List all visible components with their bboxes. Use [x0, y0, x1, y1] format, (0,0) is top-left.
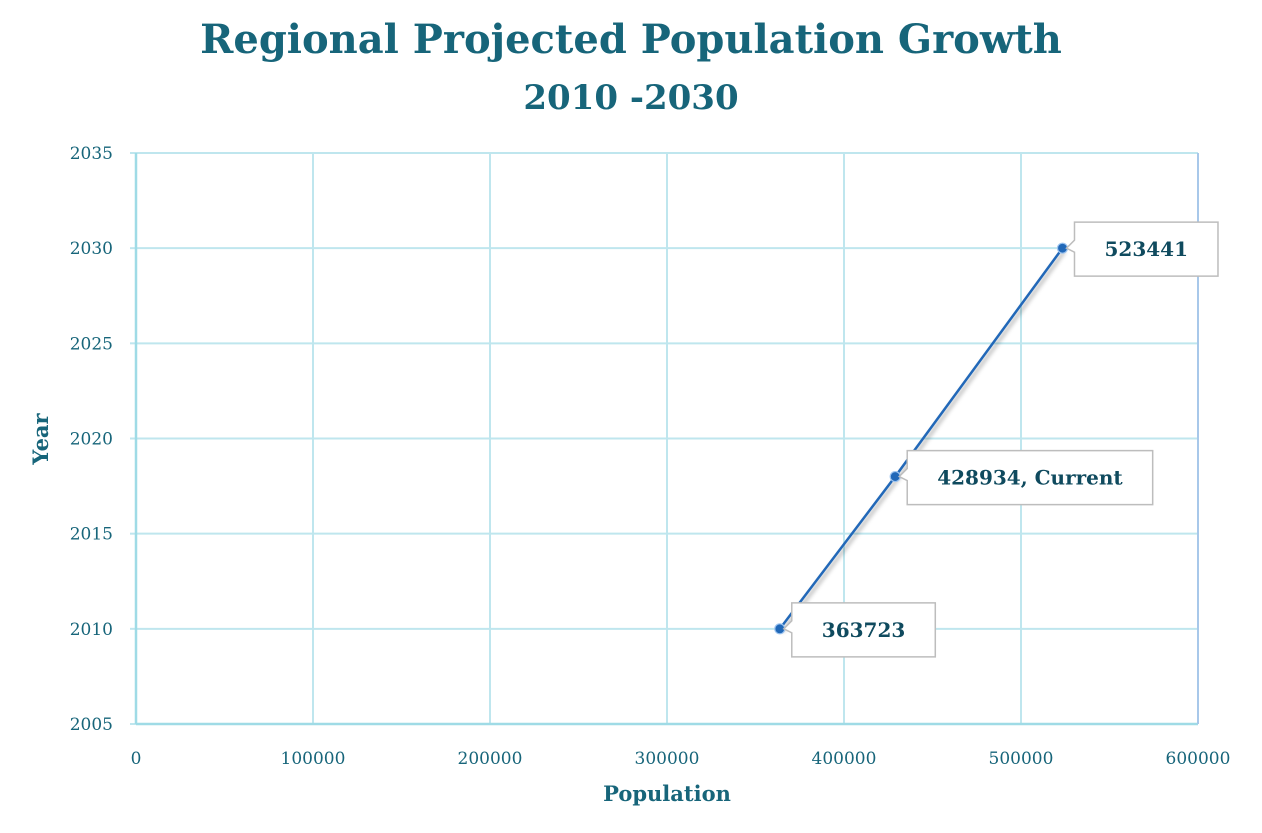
series: [774, 242, 1069, 635]
data-label-box: [1065, 221, 1219, 277]
x-tick-label: 600000: [1166, 749, 1231, 769]
y-tick-label: 2025: [70, 334, 113, 354]
data-label-box: [782, 602, 937, 658]
x-tick-label: 500000: [989, 749, 1054, 769]
data-labels: 363723 428934, Current 523441: [782, 221, 1219, 658]
y-tick-label: 2030: [70, 239, 113, 259]
data-label: 523441: [1104, 237, 1188, 261]
data-label-callout: 363723: [782, 602, 937, 658]
y-axis-title: Year: [28, 412, 53, 465]
data-label: 363723: [822, 618, 906, 642]
data-label: 428934, Current: [937, 466, 1123, 490]
x-tick-label: 200000: [458, 749, 523, 769]
axes: 0 100000 200000 300000 400000 500000 600000 200…: [70, 144, 1231, 769]
data-label-callout: 428934, Current: [897, 449, 1154, 506]
chart-title: Regional Projected Population Growth: [200, 16, 1062, 63]
y-tick-label: 2015: [70, 525, 113, 545]
x-axis-title: Population: [603, 781, 731, 806]
y-tick-label: 2020: [70, 430, 113, 450]
data-label-callout: 523441: [1065, 221, 1219, 277]
x-tick-label: 0: [131, 749, 142, 769]
y-tick-label: 2005: [70, 715, 113, 735]
chart-subtitle: 2010 -2030: [523, 78, 739, 118]
y-tick-label: 2010: [70, 620, 113, 640]
gridlines: [130, 152, 1199, 725]
x-tick-label: 300000: [635, 749, 700, 769]
data-label-box: [897, 449, 1154, 506]
y-tick-label: 2035: [70, 144, 113, 164]
x-tick-label: 400000: [812, 749, 877, 769]
x-tick-label: 100000: [281, 749, 346, 769]
